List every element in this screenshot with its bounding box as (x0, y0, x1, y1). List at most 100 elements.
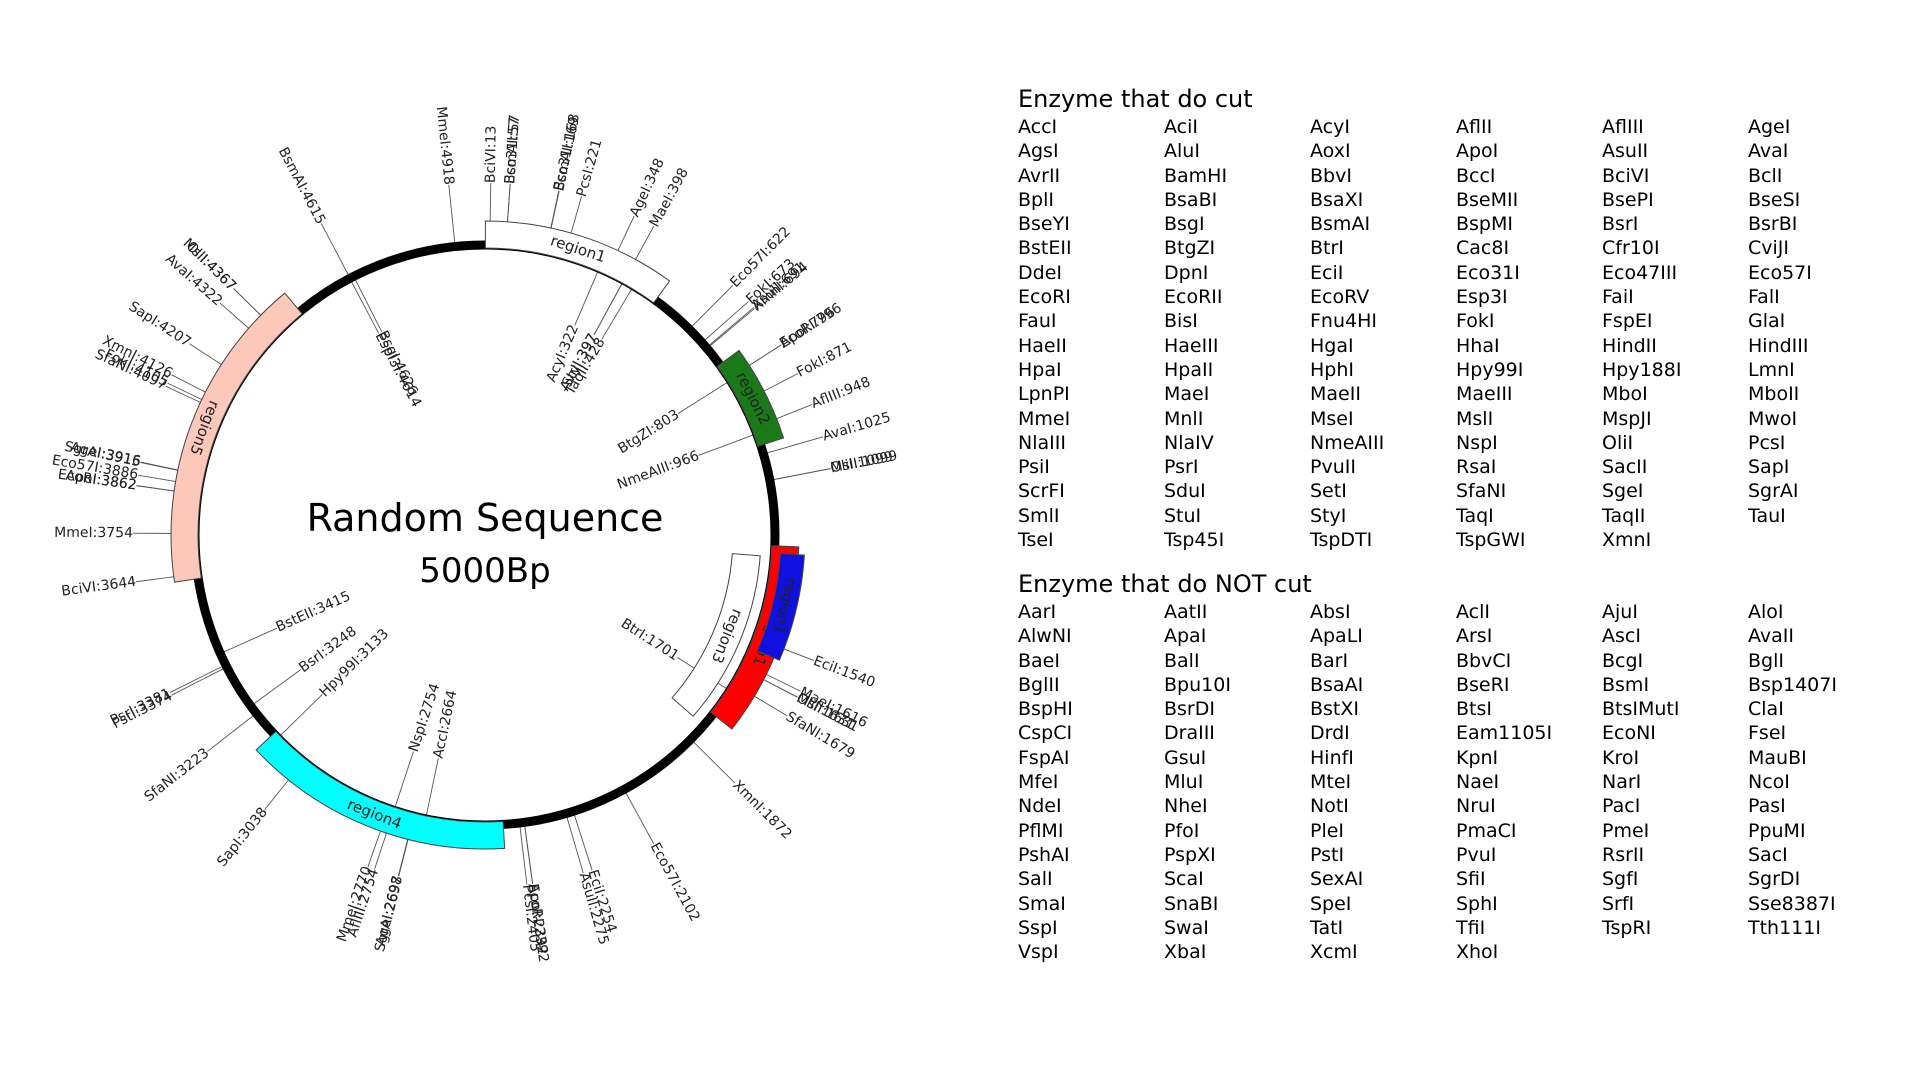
cut-enzyme-69: MaeIII (1456, 383, 1513, 406)
site-tick-19 (773, 473, 805, 480)
site-leader-in-11 (256, 627, 278, 638)
cut-enzyme-92: SetI (1310, 480, 1347, 503)
not-cut-enzyme-84: VspI (1018, 941, 1059, 964)
site-leader-17 (796, 436, 824, 445)
site-leader-50 (189, 343, 213, 359)
not-cut-enzyme-59: PpuMI (1748, 819, 1806, 842)
site-label-bsmai-57: BsmAI:57 (502, 117, 523, 185)
cut-enzyme-38: EciI (1310, 261, 1344, 284)
not-cut-enzyme-37: GsuI (1164, 746, 1207, 769)
not-cut-enzyme-1: AatII (1164, 601, 1208, 623)
cut-enzyme-70: MboI (1602, 383, 1648, 406)
not-cut-enzyme-54: PflMI (1018, 819, 1064, 842)
site-tick-12 (709, 325, 735, 347)
not-cut-enzyme-67: ScaI (1164, 868, 1204, 891)
not-cut-enzyme-80: TatI (1310, 916, 1344, 939)
cut-enzyme-83: PcsI (1748, 431, 1786, 454)
cut-enzyme-100: TaqII (1602, 504, 1646, 527)
not-cut-enzyme-32: DrdI (1310, 722, 1350, 745)
cut-enzyme-59: HindIII (1748, 334, 1809, 357)
site-tick-in-5 (719, 434, 754, 449)
cut-enzyme-32: BtrI (1310, 237, 1344, 260)
cut-enzyme-41: Eco57I (1748, 261, 1812, 284)
site-leader-10 (727, 301, 749, 320)
not-cut-enzyme-63: PvuI (1456, 843, 1497, 866)
site-tick-0 (451, 211, 456, 243)
site-label-bsmai-4615: BsmAI:4615 (275, 145, 329, 227)
site-label-eco31i-57: Eco31I:57 (502, 114, 523, 185)
site-leader-37 (207, 734, 229, 752)
site-leader-21 (776, 678, 801, 692)
not-cut-enzyme-74: SpeI (1310, 892, 1352, 915)
site-leader-27 (583, 844, 593, 871)
cut-enzyme-19: BsaBI (1164, 188, 1218, 211)
map-length: 5000Bp (419, 551, 550, 591)
cut-enzyme-71: MboII (1748, 383, 1800, 406)
cut-enzyme-35: CviJI (1748, 237, 1789, 260)
site-label-agei-2698: AgeI:2698 (373, 874, 406, 947)
cut-enzyme-101: TauI (1748, 504, 1786, 527)
cut-enzyme-50: Fnu4HI (1310, 310, 1377, 333)
cut-enzyme-48: FauI (1018, 310, 1057, 333)
site-leader-8 (640, 225, 655, 251)
not-cut-enzyme-66: SalI (1018, 868, 1053, 891)
cut-enzyme-11: AvaI (1748, 140, 1789, 163)
not-cut-enzyme-40: KroI (1602, 746, 1640, 769)
cut-enzyme-96: SmlI (1018, 504, 1060, 527)
site-tick-38 (195, 668, 224, 684)
cut-enzyme-52: FspEI (1602, 310, 1653, 333)
cut-enzyme-46: FaiI (1602, 286, 1634, 309)
site-label-eco57i-2102: Eco57I:2102 (647, 840, 703, 924)
site-leader-19 (804, 468, 831, 475)
not-cut-enzyme-15: BbvCI (1456, 649, 1512, 672)
site-leader-11 (732, 307, 754, 326)
site-tick-25 (693, 741, 716, 765)
cut-enzyme-31: BtgZI (1164, 237, 1216, 260)
site-tick-26 (625, 792, 642, 821)
cut-enzyme-75: MslI (1456, 407, 1494, 430)
cut-enzyme-58: HindII (1602, 334, 1657, 357)
site-tick-in-11 (223, 636, 258, 653)
site-tick-27 (574, 814, 585, 845)
site-tick-17 (767, 443, 798, 454)
not-cut-enzyme-6: AlwNI (1018, 625, 1072, 648)
cut-enzyme-104: TspDTI (1310, 529, 1373, 552)
site-leader-30 (528, 856, 534, 884)
cut-enzyme-39: Eco31I (1456, 261, 1520, 284)
site-leader-34 (374, 843, 384, 870)
cut-enzyme-28: BsrI (1602, 213, 1639, 236)
not-cut-heading: Enzyme that do NOT cut (1018, 570, 1312, 598)
cut-enzyme-72: MmeI (1018, 407, 1071, 430)
site-label-msli-1099: MslI:1099 (829, 448, 899, 476)
site-leader-28 (575, 846, 584, 874)
not-cut-enzyme-48: NdeI (1018, 795, 1062, 818)
site-leader-in-6 (677, 657, 697, 670)
enzyme-cut-panel: Enzyme that do cut AccI AciI AcyI AflII AflI… (1018, 84, 1898, 552)
not-cut-enzyme-33: Eam1105I (1456, 722, 1553, 745)
not-cut-enzyme-25: BsrDI (1164, 698, 1215, 721)
cut-enzyme-25: BsgI (1164, 213, 1205, 236)
cut-enzyme-8: AoxI (1310, 140, 1351, 163)
not-cut-enzyme-17: BglI (1748, 649, 1784, 672)
site-leader-26 (640, 819, 655, 845)
not-cut-enzyme-23: Bsp1407I (1748, 673, 1837, 696)
cut-enzyme-84: PsiI (1018, 456, 1050, 479)
site-leader-36 (264, 788, 282, 810)
not-cut-enzyme-18: BglII (1018, 673, 1060, 696)
not-cut-enzyme-73: SnaBI (1164, 892, 1219, 915)
site-leader-25 (715, 763, 736, 784)
site-leader-in-8 (406, 751, 414, 773)
plasmid-map: region1region2region1region1region3regio… (51, 106, 899, 964)
cut-enzyme-37: DpnI (1164, 261, 1209, 284)
not-cut-enzyme-35: FseI (1748, 722, 1787, 745)
not-cut-enzyme-19: Bpu10I (1164, 673, 1231, 696)
cut-enzyme-29: BsrBI (1748, 213, 1798, 236)
cut-enzyme-64: Hpy188I (1602, 358, 1682, 381)
site-leader-7 (622, 215, 635, 241)
cut-enzyme-67: MaeI (1164, 383, 1210, 406)
cut-enzyme-103: Tsp45I (1164, 529, 1225, 552)
not-cut-enzyme-30: CspCI (1018, 722, 1073, 745)
cut-enzyme-62: HphI (1310, 358, 1354, 381)
cut-enzyme-78: NlaIII (1018, 431, 1066, 454)
site-leader-39 (169, 679, 195, 693)
